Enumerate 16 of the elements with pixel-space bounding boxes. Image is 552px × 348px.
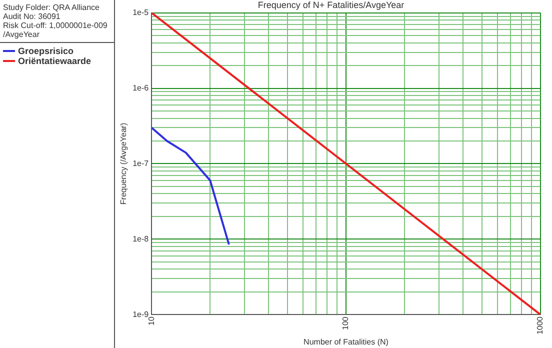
legend-label: Oriëntatiewaarde	[18, 56, 92, 66]
x-tick-label: 1000	[536, 316, 545, 334]
legend-label: Groepsrisico	[18, 46, 74, 56]
y-tick-label: 1e-9	[132, 310, 150, 319]
x-axis-title: Number of Fatalities (N)	[304, 337, 389, 346]
y-axis-title: Frequency (/AvgeYear)	[119, 122, 128, 205]
y-tick-label: 1e-8	[132, 234, 150, 244]
text: Audit No: 36091	[3, 12, 62, 21]
text: Risk Cut-off: 1,0000001e-009 /AvgeYear	[3, 21, 108, 39]
y-tick-label: 1e-5	[132, 8, 150, 18]
x-tick-label: 100	[341, 316, 350, 330]
text: Study Folder: QRA Alliance	[3, 3, 100, 12]
chart-title: Frequency of N+ Fatalities/AvgeYear	[258, 0, 404, 10]
y-tick-label: 1e-6	[132, 83, 150, 92]
x-tick-label: 10	[146, 316, 156, 326]
y-tick-label: 1e-7	[132, 158, 150, 168]
